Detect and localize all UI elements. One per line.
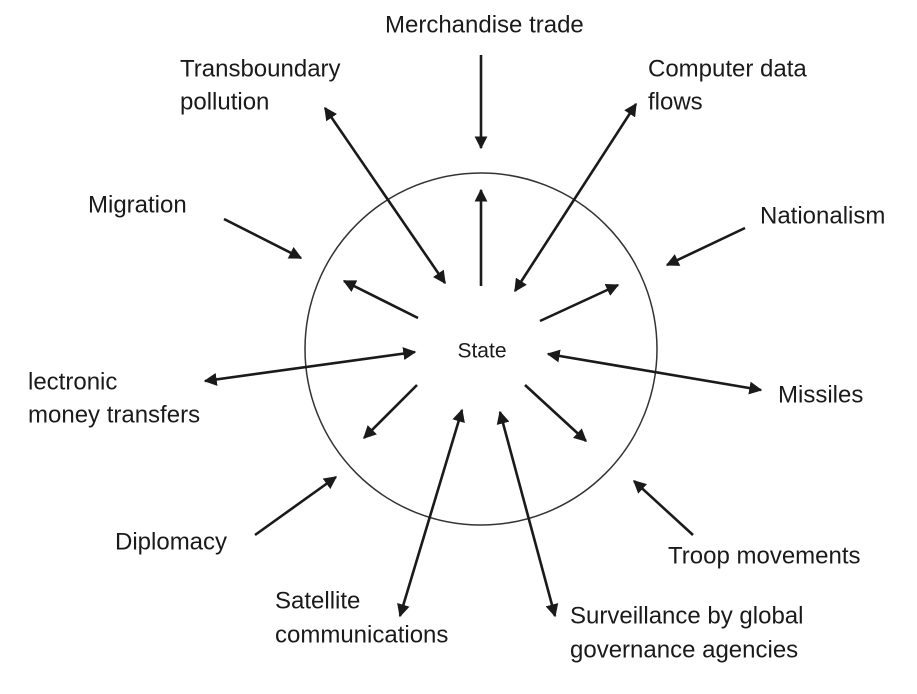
arrow — [524, 384, 587, 442]
arrow — [397, 408, 465, 618]
node-label: money transfers — [28, 401, 200, 428]
node-label: Surveillance by global — [570, 602, 803, 629]
node-label: governance agencies — [570, 636, 798, 663]
arrow — [496, 410, 559, 618]
node-label: pollution — [180, 88, 269, 115]
arrow — [323, 106, 447, 285]
arrow — [633, 480, 694, 536]
node-label: Migration — [88, 191, 187, 218]
arrow — [254, 475, 338, 537]
node-label: Computer data — [648, 55, 807, 82]
node-label: Missiles — [778, 381, 863, 408]
node-label: flows — [648, 88, 703, 115]
node-label: Diplomacy — [115, 528, 227, 555]
node-label: Merchandise trade — [385, 11, 584, 38]
arrow — [223, 217, 303, 260]
node-label: Nationalism — [760, 202, 885, 229]
node-label: lectronic — [28, 368, 117, 395]
arrows — [203, 55, 763, 618]
arrow — [342, 279, 419, 320]
arrow — [665, 226, 746, 267]
node-label: communications — [275, 621, 448, 648]
labels: Merchandise trade Transboundary pollutio… — [28, 11, 885, 663]
arrow — [513, 102, 638, 293]
node-label: Satellite — [275, 587, 360, 614]
node-label: Transboundary — [180, 55, 341, 82]
arrow — [203, 347, 417, 386]
node-label: Troop movements — [668, 542, 861, 569]
arrow — [363, 384, 418, 439]
arrow — [539, 283, 620, 323]
center-label: State — [457, 340, 506, 363]
arrow — [546, 349, 763, 395]
